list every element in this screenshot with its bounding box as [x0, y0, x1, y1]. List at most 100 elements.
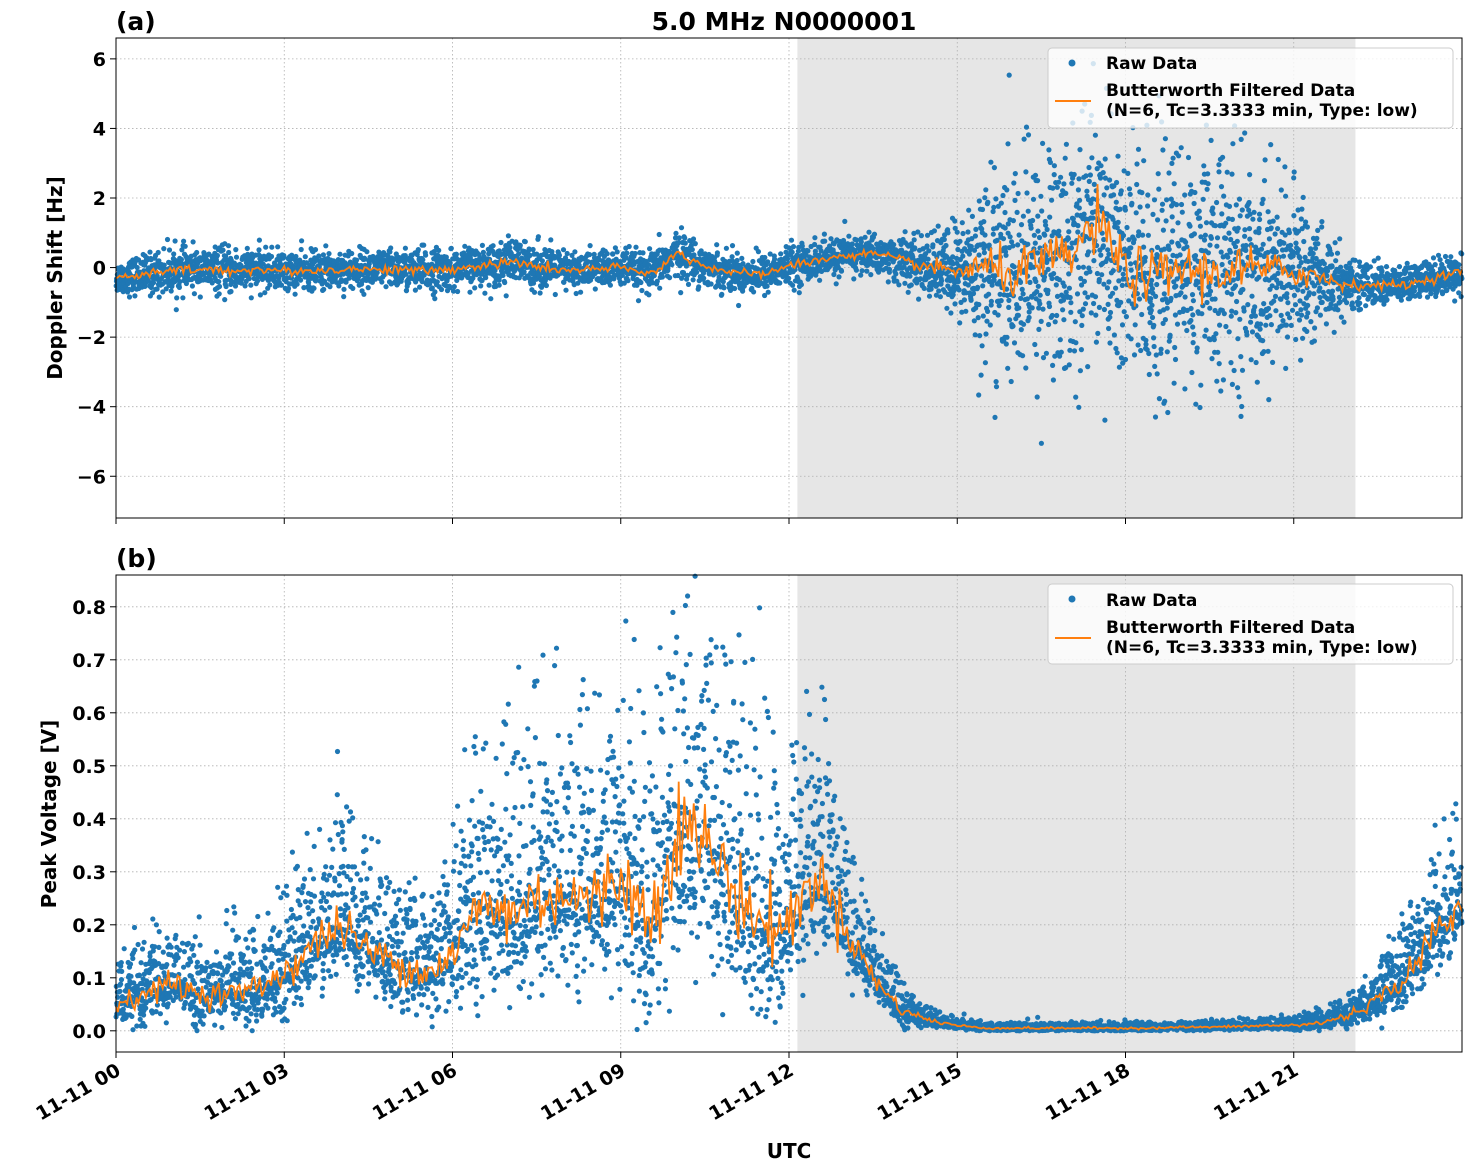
a-raw-point — [1314, 305, 1320, 311]
a-raw-point — [1031, 232, 1037, 238]
a-raw-point — [944, 305, 950, 311]
a-raw-point — [1201, 237, 1208, 243]
a-raw-point — [902, 229, 908, 235]
a-raw-point — [1039, 208, 1045, 214]
a-raw-point — [1091, 300, 1097, 307]
a-raw-point — [1223, 220, 1229, 226]
a-raw-point — [736, 302, 742, 309]
a-raw-point — [281, 253, 287, 259]
a-raw-point — [1229, 171, 1235, 177]
a-raw-point — [1132, 322, 1138, 328]
a-raw-point — [750, 258, 756, 265]
a-raw-point — [624, 250, 630, 256]
a-raw-point — [1151, 197, 1158, 203]
a-raw-point — [1100, 170, 1106, 176]
a-raw-point — [1319, 224, 1325, 230]
a-raw-point — [1131, 236, 1137, 243]
a-raw-point — [805, 248, 811, 254]
a-raw-point — [1287, 315, 1293, 321]
a-raw-point — [1006, 297, 1012, 303]
a-raw-point — [453, 251, 459, 257]
a-raw-point — [163, 286, 169, 292]
a-raw-point — [1244, 332, 1250, 338]
a-raw-point — [1104, 285, 1110, 291]
a-raw-point — [1150, 211, 1156, 217]
a-raw-point — [902, 280, 908, 286]
a-raw-point — [1189, 292, 1196, 298]
a-raw-point — [1207, 288, 1214, 294]
a-raw-point — [1231, 367, 1237, 374]
a-raw-point — [216, 283, 223, 290]
a-raw-point — [1176, 153, 1182, 159]
a-raw-point — [633, 244, 639, 250]
a-raw-point — [180, 295, 186, 301]
a-raw-point — [161, 262, 167, 268]
a-raw-point — [1028, 225, 1034, 231]
a-raw-point — [278, 282, 285, 288]
a-raw-point — [1037, 292, 1043, 298]
a-raw-point — [868, 272, 874, 278]
a-raw-point — [216, 279, 222, 285]
a-raw-point — [1082, 290, 1088, 296]
a-raw-point — [1107, 314, 1113, 320]
a-raw-point — [1182, 386, 1188, 392]
a-raw-point — [1127, 191, 1133, 197]
a-raw-point — [732, 285, 738, 292]
a-raw-point — [222, 297, 228, 303]
a-raw-point — [560, 247, 567, 253]
a-raw-point — [1063, 190, 1069, 196]
a-raw-point — [1260, 338, 1266, 344]
a-raw-point — [1207, 242, 1213, 248]
a-raw-point — [147, 249, 153, 255]
a-raw-point — [762, 254, 768, 261]
a-raw-point — [155, 249, 161, 256]
a-raw-point — [1122, 356, 1129, 363]
a-raw-point — [626, 243, 632, 250]
a-raw-point — [1020, 213, 1026, 219]
a-raw-point — [1111, 332, 1117, 338]
a-raw-point — [1274, 214, 1280, 220]
a-raw-point — [973, 226, 979, 232]
a-raw-point — [1196, 215, 1203, 221]
a-raw-point — [248, 282, 254, 288]
a-raw-point — [1068, 309, 1074, 315]
a-raw-point — [833, 281, 839, 287]
a-raw-point — [1288, 242, 1294, 248]
a-raw-point — [607, 282, 614, 288]
a-raw-point — [1232, 283, 1239, 289]
a-raw-point — [952, 301, 958, 307]
a-raw-point — [1270, 218, 1276, 224]
a-raw-point — [1080, 306, 1086, 312]
a-raw-point — [587, 252, 593, 258]
a-raw-point — [1289, 307, 1296, 313]
a-raw-point — [1078, 347, 1084, 353]
a-raw-point — [1091, 258, 1097, 264]
a-raw-point — [263, 244, 269, 250]
a-raw-point — [1119, 282, 1125, 288]
a-raw-point — [1242, 233, 1248, 239]
a-raw-point — [498, 239, 504, 246]
a-raw-point — [438, 286, 445, 293]
a-raw-point — [1363, 303, 1369, 309]
a-raw-point — [172, 238, 178, 244]
a-raw-point — [1054, 312, 1060, 319]
a-raw-point — [1113, 199, 1119, 205]
a-raw-point — [864, 268, 870, 274]
a-raw-point — [1006, 72, 1012, 78]
a-raw-point — [1142, 254, 1148, 261]
a-raw-point — [632, 250, 638, 257]
a-raw-point — [682, 240, 688, 246]
a-raw-point — [1015, 312, 1022, 318]
a-raw-point — [503, 293, 509, 299]
a-raw-point — [1024, 190, 1030, 196]
a-raw-point — [1173, 202, 1180, 208]
a-raw-point — [1212, 296, 1218, 302]
a-raw-point — [1154, 281, 1160, 288]
a-raw-point — [1125, 170, 1131, 176]
a-raw-point — [690, 236, 697, 242]
a-raw-point — [1085, 249, 1092, 255]
a-raw-point — [1128, 336, 1134, 342]
a-raw-point — [1216, 169, 1222, 175]
a-raw-point — [893, 271, 899, 277]
